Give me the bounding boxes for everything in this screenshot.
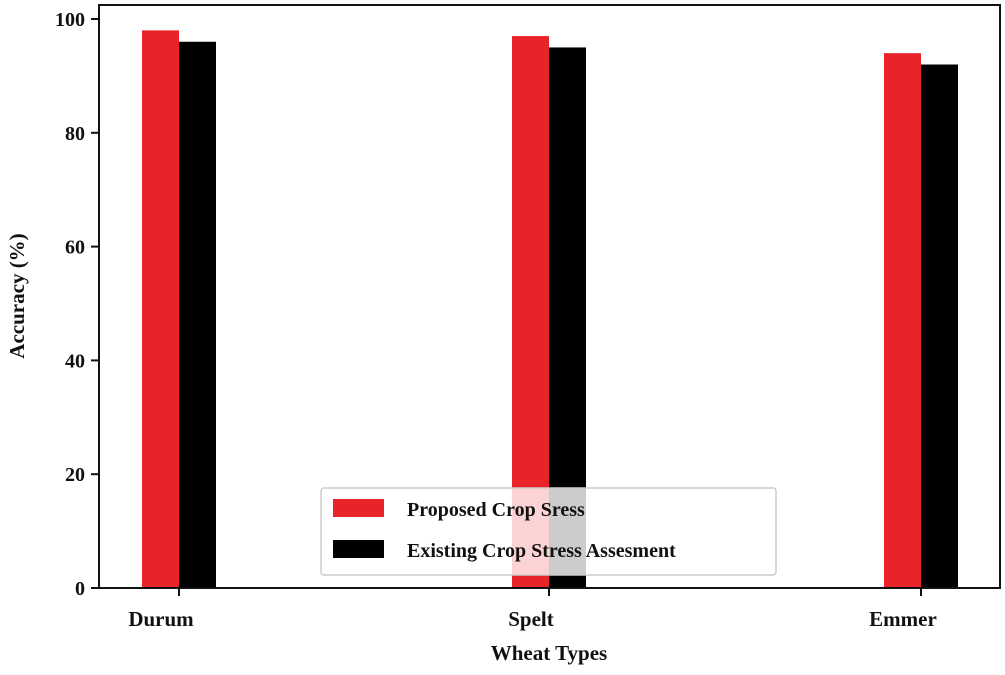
legend-frame <box>320 487 777 576</box>
y-tick-label: 0 <box>75 578 85 600</box>
x-axis: Durum Spelt Emmer <box>128 588 937 631</box>
x-tick-label-durum: Durum <box>128 607 194 631</box>
x-tick-label-spelt: Spelt <box>508 607 554 631</box>
bar-durum-existing <box>179 41 216 588</box>
bar-emmer-proposed <box>884 53 921 588</box>
y-tick-label: 100 <box>55 9 85 31</box>
legend-label-proposed: Proposed Crop Sress <box>407 499 585 521</box>
legend: Proposed Crop Sress Existing Crop Stress… <box>320 487 777 576</box>
x-axis-label: Wheat Types <box>491 641 607 665</box>
y-tick-label: 60 <box>65 237 85 259</box>
x-tick-label-emmer: Emmer <box>869 607 937 631</box>
y-tick-label: 40 <box>65 350 85 372</box>
y-tick-label: 80 <box>65 123 85 145</box>
y-tick-label: 20 <box>65 464 85 486</box>
legend-swatch-proposed <box>333 499 384 517</box>
y-axis: 0 20 40 60 80 100 <box>55 9 99 600</box>
bar-emmer-existing <box>921 64 958 588</box>
bar-durum-proposed <box>142 30 179 588</box>
legend-swatch-existing <box>333 540 384 558</box>
bars-layer <box>142 30 958 588</box>
legend-label-existing: Existing Crop Stress Assesment <box>407 540 676 562</box>
y-axis-label: Accuracy (%) <box>5 233 29 358</box>
